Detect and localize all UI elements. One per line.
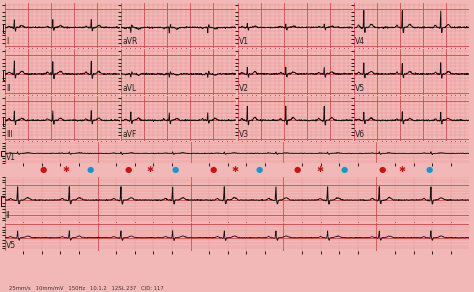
Text: aVF: aVF <box>122 130 137 139</box>
Text: ●: ● <box>256 165 263 174</box>
Text: II: II <box>6 84 10 93</box>
Bar <box>3 24 5 33</box>
Bar <box>3 70 5 79</box>
Bar <box>3 117 5 126</box>
Text: aVR: aVR <box>122 37 138 46</box>
Text: V2: V2 <box>239 84 249 93</box>
Text: ●: ● <box>40 165 47 174</box>
Text: ✱: ✱ <box>232 165 238 174</box>
Text: 25mm/s   10mm/mV   150Hz   10.1.2   12SL 237   CID: 117: 25mm/s 10mm/mV 150Hz 10.1.2 12SL 237 CID… <box>9 286 164 291</box>
Text: aVL: aVL <box>122 84 137 93</box>
Text: ●: ● <box>294 165 301 174</box>
Text: ●: ● <box>125 165 132 174</box>
Text: ●: ● <box>87 165 94 174</box>
Text: II: II <box>6 211 10 220</box>
Text: V3: V3 <box>239 130 249 139</box>
Bar <box>1 152 5 157</box>
Text: ✱: ✱ <box>62 165 69 174</box>
Text: V1: V1 <box>239 37 249 46</box>
Text: ●: ● <box>171 165 179 174</box>
Text: ●: ● <box>378 165 386 174</box>
Bar <box>1 196 5 206</box>
Text: ●: ● <box>425 165 432 174</box>
Text: V4: V4 <box>356 37 365 46</box>
Text: ●: ● <box>341 165 348 174</box>
Text: V6: V6 <box>356 130 365 139</box>
Text: ✱: ✱ <box>147 165 154 174</box>
Text: ✱: ✱ <box>316 165 323 174</box>
Text: V1: V1 <box>6 153 16 162</box>
Text: ●: ● <box>209 165 217 174</box>
Text: V5: V5 <box>356 84 365 93</box>
Text: I: I <box>6 37 8 46</box>
Text: V5: V5 <box>6 241 16 250</box>
Text: III: III <box>6 130 13 139</box>
Text: ✱: ✱ <box>399 165 406 174</box>
